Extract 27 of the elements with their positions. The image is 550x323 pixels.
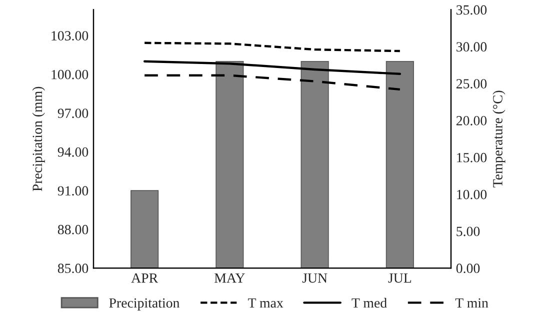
legend-label: T min [455,298,488,308]
y-tick-label: 100.00 [52,70,88,80]
y-tick-label: 88.00 [58,224,88,234]
y-tick-label: 85.00 [58,264,88,274]
line-series [143,42,402,52]
y2-tick-label: 15.00 [457,152,487,162]
legend-label: T med [352,298,387,308]
y-tick-label: 103.00 [52,31,88,41]
y2-tick-label: 30.00 [456,42,487,52]
y2-tick-label: 10.00 [457,190,487,200]
x-tick-label: JUL [388,273,412,283]
line-series [143,60,402,76]
x-tick-label: MAY [214,273,245,283]
y2-axis-title: Temperature (°C) [492,90,506,188]
y2-tick-label: 25.00 [456,79,487,89]
x-tick-label: APR [131,273,158,283]
legend-label: T max [248,298,284,308]
y2-tick-label: 0.00 [456,264,480,274]
y2-tick-label: 35.00 [456,5,487,15]
legend-label: Precipitation [109,298,180,310]
y-axis-title: Precipitation (mm) [32,86,45,192]
y-tick-label: 94.00 [58,147,88,157]
x-tick-label: JUN [302,273,328,283]
y2-tick-label: 20.00 [456,116,487,126]
y-tick-label: 97.00 [58,108,88,118]
y-tick-label: 91.00 [58,186,88,196]
y2-tick-label: 5.00 [456,226,480,236]
